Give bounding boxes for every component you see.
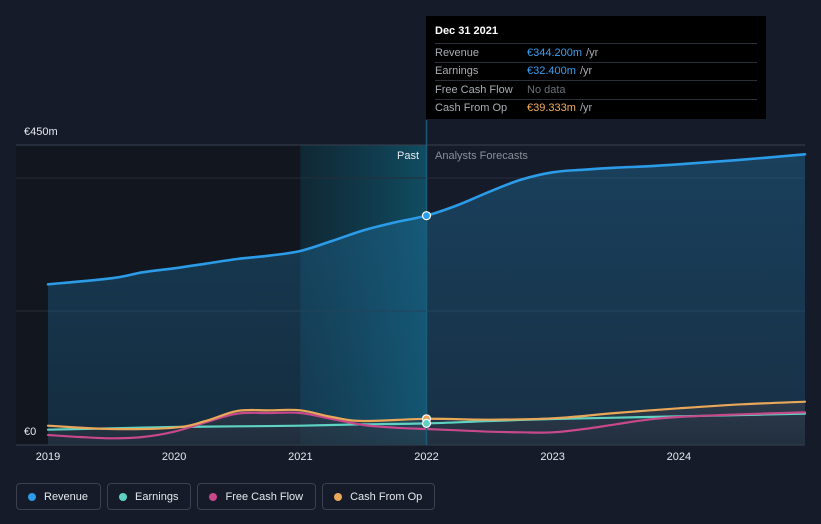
legend-label: Free Cash Flow (225, 490, 304, 503)
legend-label: Earnings (135, 490, 179, 503)
tooltip-unit: /yr (579, 65, 593, 78)
tooltip-label: Revenue (435, 46, 480, 59)
tooltip-date: Dec 31 2021 (435, 25, 498, 37)
legend-item-revenue[interactable]: Revenue (16, 483, 102, 510)
legend-item-cash-from-op[interactable]: Cash From Op (322, 483, 436, 510)
earnings-marker (421, 418, 432, 428)
legend-label: Revenue (44, 490, 89, 503)
tooltip-label: Cash From Op (435, 102, 508, 115)
x-tick-label: 2021 (288, 451, 313, 463)
x-tick-label: 2024 (666, 451, 692, 463)
legend-dot-icon (209, 492, 218, 501)
past-label: Past (396, 150, 419, 162)
tooltip-row-free-cash-flow: Free Cash Flow No data (435, 80, 757, 99)
tooltip-row-earnings: Earnings €32.400m /yr (435, 61, 757, 81)
y-axis-max-label: €450m (24, 126, 58, 138)
tooltip-label: Earnings (435, 65, 479, 78)
revenue-marker (421, 211, 432, 221)
x-tick-label: 2019 (35, 451, 61, 463)
x-tick-label: 2022 (414, 451, 439, 463)
x-tick-label: 2023 (540, 451, 565, 463)
revenue-line (46, 153, 807, 286)
legend-item-earnings[interactable]: Earnings (107, 483, 192, 510)
tooltip-value: €39.333m (527, 102, 576, 115)
legend-dot-icon (28, 492, 36, 501)
legend-dot-icon (119, 492, 128, 501)
tooltip-unit: /yr (586, 46, 599, 59)
cash-from-op-line (46, 400, 807, 431)
legend-item-free-cash-flow[interactable]: Free Cash Flow (197, 483, 317, 510)
tooltip-value: No data (527, 83, 566, 96)
tooltip-row-revenue: Revenue €344.200m /yr (435, 43, 757, 62)
tooltip-row-cash-from-op: Cash From Op €39.333m /yr (435, 98, 757, 118)
y-axis-min-label: €0 (24, 426, 37, 438)
legend-label: Cash From Op (350, 490, 423, 503)
tooltip-value: €32.400m (527, 65, 576, 78)
legend-dot-icon (334, 492, 343, 501)
marker-layer (421, 211, 432, 428)
tooltip: Dec 31 2021 Revenue €344.200m /yr Earnin… (426, 16, 766, 119)
free-cash-flow-line (46, 411, 807, 440)
tooltip-unit: /yr (579, 102, 593, 115)
x-tick-label: 2020 (161, 451, 187, 463)
tooltip-label: Free Cash Flow (435, 83, 513, 96)
tooltip-value: €344.200m (527, 46, 583, 59)
legend: Revenue Earnings Free Cash Flow Cash Fro… (16, 483, 436, 510)
forecast-label: Analysts Forecasts (435, 150, 528, 162)
